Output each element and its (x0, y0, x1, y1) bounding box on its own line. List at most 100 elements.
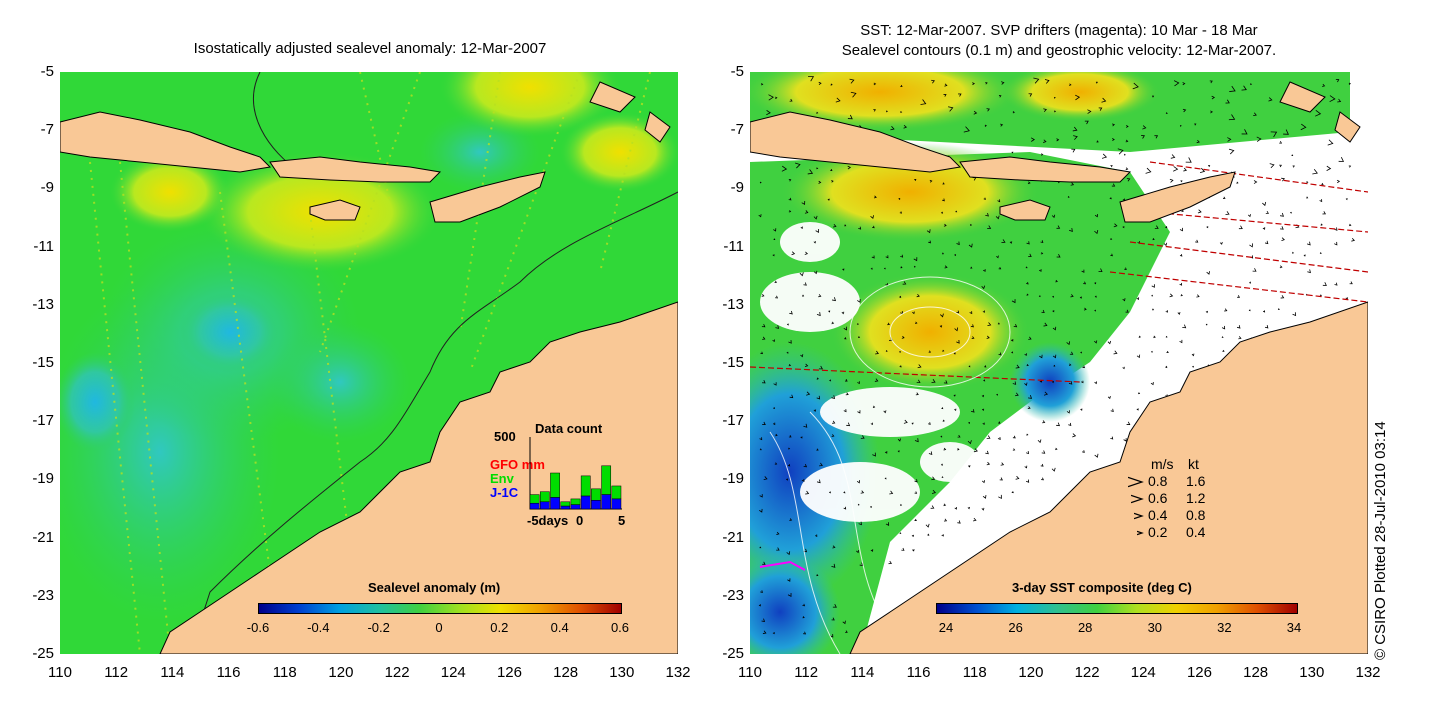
velocity-vector (954, 507, 957, 510)
velocity-vector (813, 215, 818, 220)
velocity-vector (901, 547, 905, 551)
velocity-vector (1051, 214, 1056, 219)
velocity-vector (970, 223, 973, 226)
velocity-vector (858, 336, 861, 338)
right-x-tick-label: 124 (1130, 664, 1156, 681)
velocity-vector (1338, 157, 1345, 162)
velocity-vector (832, 223, 837, 228)
velocity-vector (900, 266, 903, 269)
right-y-tick-label: -21 (722, 528, 744, 546)
velocity-vector (786, 478, 789, 481)
velocity-vector (883, 267, 886, 270)
velocity-vector (1043, 322, 1048, 327)
velocity-vector (870, 267, 873, 270)
velocity-vector (813, 270, 818, 275)
velocity-vector (927, 533, 930, 536)
velocity-vector (789, 518, 793, 521)
data-count-bar-j1c (539, 501, 550, 510)
velocity-vector (1044, 79, 1050, 84)
velocity-vector (816, 312, 821, 317)
velocity-vector (860, 435, 865, 439)
velocity-vector (1026, 433, 1029, 436)
left-x-tick-label: 130 (609, 664, 635, 681)
velocity-vector (985, 450, 989, 455)
velocity-vector (956, 339, 960, 344)
velocity-vector (1165, 335, 1168, 338)
velocity-vector (1351, 237, 1356, 242)
velocity-vector (1068, 422, 1072, 427)
velocity-vector (943, 518, 948, 522)
velocity-vector (1094, 340, 1098, 344)
velocity-vector (1041, 477, 1044, 481)
data-count-bar-env (550, 472, 560, 498)
velocity-vector (983, 197, 986, 200)
velocity-vector (1270, 131, 1278, 138)
velocity-vector (914, 518, 917, 521)
velocity-vector (928, 422, 931, 425)
velocity-vector (773, 238, 776, 240)
velocity-vector (1252, 268, 1257, 272)
velocity-vector (1037, 439, 1042, 444)
velocity-vector (1334, 227, 1338, 231)
velocity-vector (940, 313, 944, 318)
velocity-vector (832, 603, 837, 608)
velocity-vector (1241, 129, 1248, 135)
velocity-vector (884, 477, 887, 480)
velocity-vector (772, 632, 775, 635)
velocity-vector (844, 224, 847, 227)
velocity-vector (883, 410, 887, 414)
velocity-vector (804, 251, 809, 255)
data-count-x-label-start: -5days (527, 513, 569, 528)
velocity-vector (758, 604, 761, 607)
velocity-vector (1136, 354, 1141, 359)
velocity-vector (954, 327, 959, 332)
velocity-vector (775, 96, 778, 100)
velocity-vector (1334, 282, 1338, 286)
data-count-ymax: 500 (494, 429, 516, 444)
velocity-vector (1229, 85, 1236, 92)
velocity-vector (987, 225, 992, 230)
velocity-vector (981, 285, 986, 290)
left-colorbar-label: Sealevel anomaly (m) (368, 580, 501, 595)
velocity-vector (789, 394, 794, 399)
velocity-vector (1179, 227, 1183, 232)
velocity-vector (970, 324, 974, 328)
velocity-vector (998, 95, 1002, 98)
velocity-vector (902, 281, 907, 285)
velocity-vector (1024, 382, 1028, 386)
velocity-vector (832, 420, 836, 424)
velocity-vector (789, 98, 793, 102)
velocity-vector (781, 165, 788, 172)
velocity-vector (844, 337, 847, 340)
velocity-vector (759, 181, 762, 184)
velocity-vector (953, 352, 956, 355)
velocity-vector (957, 434, 961, 438)
velocity-vector (803, 631, 807, 635)
velocity-vector (971, 409, 975, 413)
left-colorbar-tick: -0.4 (307, 620, 330, 635)
velocity-vector (850, 91, 857, 98)
velocity-vector (995, 215, 1000, 220)
velocity-vector (1337, 98, 1342, 103)
velocity-vector (768, 94, 774, 101)
velocity-vector (1122, 298, 1126, 302)
velocity-vector (1125, 139, 1129, 143)
velocity-vector (885, 110, 888, 113)
velocity-vector (956, 448, 960, 451)
velocity-vector (1268, 97, 1273, 102)
velocity-vector (983, 379, 986, 382)
velocity-vector (1327, 139, 1334, 146)
velocity-vector (1238, 336, 1242, 340)
timor-island (429, 171, 546, 223)
velocity-vector (1052, 326, 1057, 331)
velocity-vector (1125, 309, 1129, 313)
velocity-vector (831, 321, 835, 325)
speed-arrow-icon (1134, 512, 1144, 520)
velocity-vector (972, 82, 976, 86)
velocity-vector (1236, 325, 1241, 329)
velocity-vector (843, 326, 848, 331)
velocity-vector (1307, 269, 1311, 274)
velocity-vector (1052, 310, 1055, 313)
velocity-vector (1039, 354, 1043, 359)
velocity-vector (982, 422, 985, 425)
